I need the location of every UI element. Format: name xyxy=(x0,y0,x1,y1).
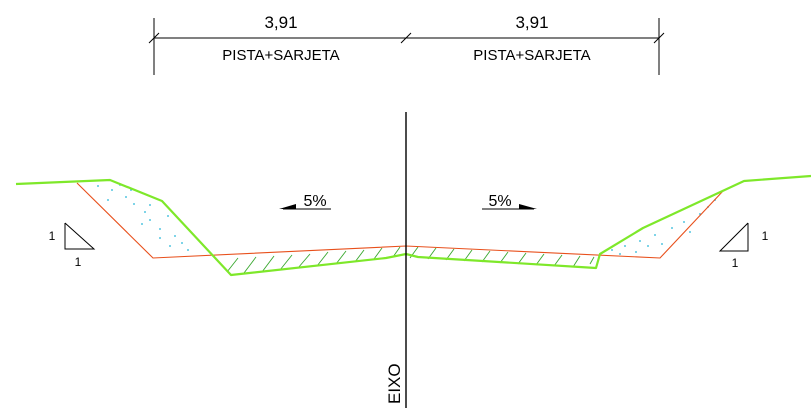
dimension-value-right: 3,91 xyxy=(515,13,548,32)
dimension-tick xyxy=(400,32,412,44)
talud-left-horizontal: 1 xyxy=(75,255,82,269)
talud-left-triangle-icon: 1 1 xyxy=(49,222,96,269)
dimension-value-left: 3,91 xyxy=(264,13,297,32)
dimension-label-right: PISTA+SARJETA xyxy=(473,47,590,64)
talud-right-horizontal: 1 xyxy=(732,256,739,270)
talud-left-vertical: 1 xyxy=(49,229,56,243)
fill-dots-right xyxy=(611,199,716,255)
ground-terrain-line xyxy=(15,174,811,277)
axis-label: EIXO xyxy=(385,363,404,404)
slope-right-arrow-icon xyxy=(519,204,537,209)
talud-right-vertical: 1 xyxy=(762,229,769,243)
slope-right-indicator: 5% xyxy=(482,193,537,210)
talud-right-triangle-icon: 1 1 xyxy=(718,222,769,270)
slope-left-indicator: 5% xyxy=(279,193,331,210)
slope-left-text: 5% xyxy=(303,193,326,210)
design-section-line xyxy=(76,182,724,259)
dimension-label-left: PISTA+SARJETA xyxy=(222,47,339,64)
slope-right-text: 5% xyxy=(488,193,511,210)
hatch-left-area xyxy=(226,246,401,274)
dimension-group xyxy=(148,18,665,75)
dimension-tick xyxy=(148,32,160,44)
slope-left-arrow-icon xyxy=(279,204,296,209)
dimension-tick xyxy=(653,32,665,44)
